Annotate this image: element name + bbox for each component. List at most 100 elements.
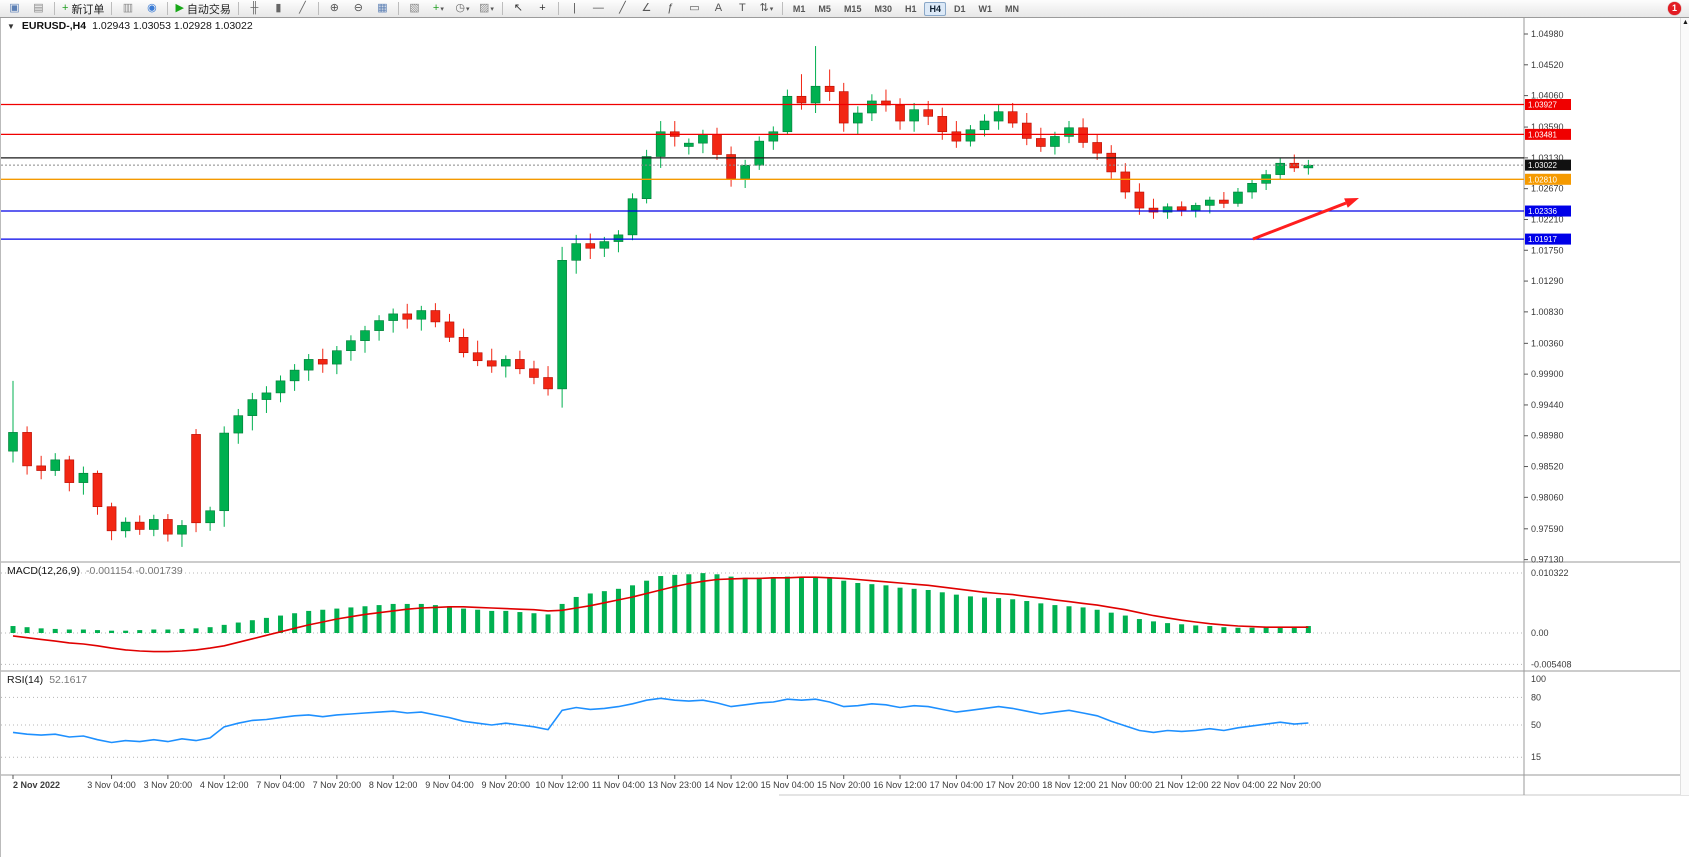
candle — [571, 243, 582, 261]
candle — [599, 241, 610, 249]
macd-histogram-bar — [658, 576, 664, 633]
line-chart-button[interactable]: ╱ — [291, 0, 314, 17]
new-chart-button[interactable]: ▣ — [3, 0, 26, 17]
timeframe-w1-button[interactable]: W1 — [978, 3, 993, 14]
profiles-button[interactable]: ▤ — [27, 0, 50, 17]
timeframe-m15-button[interactable]: M15 — [843, 3, 862, 14]
price-tag-label: 1.01917 — [1528, 235, 1557, 244]
support-button[interactable]: ◉ — [140, 0, 163, 17]
candle — [824, 85, 835, 92]
candle — [374, 320, 384, 331]
periods-button[interactable]: ◷ ▾ — [451, 0, 474, 17]
timeframe-m1-button[interactable]: M1 — [792, 3, 806, 14]
dropdown-caret-icon[interactable]: ▾ — [769, 5, 774, 13]
candle — [317, 359, 328, 365]
time-axis-label: 10 Nov 12:00 — [535, 780, 589, 790]
candle — [641, 156, 652, 200]
horizontal-line-icon: — — [592, 2, 604, 14]
macd-histogram-bar — [348, 607, 354, 633]
candle — [613, 234, 624, 242]
candle — [726, 154, 736, 179]
vertical-scrollbar[interactable]: ▲ — [1680, 17, 1689, 795]
zoom-in-button[interactable]: ⊕ — [323, 0, 346, 17]
timeframe-m30-button[interactable]: M30 — [874, 3, 892, 14]
text-label-button[interactable]: T — [731, 0, 754, 17]
timeframe-h4-button[interactable]: H4 — [924, 1, 946, 16]
trendline-button[interactable]: ╱ — [611, 0, 634, 17]
candle — [275, 380, 286, 394]
candle — [416, 310, 427, 320]
channel-button[interactable]: ∠ — [635, 0, 658, 17]
price-axis-label: 1.04060 — [1531, 91, 1564, 101]
macd-axis-label: 0.010322 — [1531, 568, 1569, 578]
chart-window-button[interactable]: ▥ — [116, 0, 139, 17]
tile-windows-button[interactable]: ▦ — [371, 0, 394, 17]
candle — [1233, 191, 1243, 204]
candle — [1007, 111, 1018, 124]
crosshair-button[interactable]: + — [531, 0, 554, 17]
macd-histogram-bar — [897, 587, 903, 633]
time-axis-label: 17 Nov 20:00 — [986, 780, 1040, 790]
new-order-button[interactable]: + 新订单 — [59, 0, 107, 17]
price-axis-label: 0.98980 — [1531, 431, 1564, 441]
periods-icon: ◷ — [455, 2, 465, 14]
macd-histogram-bar — [953, 594, 959, 633]
text-button[interactable]: A — [707, 0, 730, 17]
candle — [247, 399, 258, 416]
autotrading-button[interactable]: ▶ 自动交易 — [172, 0, 233, 17]
candle — [1092, 142, 1102, 154]
chart-canvas[interactable]: 1.04980 1.04520 1.04060 1.03590 1.03130 1.026… — [1, 17, 1689, 857]
macd-histogram-bar — [24, 627, 30, 633]
time-axis-label: 22 Nov 20:00 — [1268, 780, 1322, 790]
cursor-button[interactable]: ↖ — [507, 0, 530, 17]
templates-icon: ▨ — [478, 2, 490, 14]
macd-header: MACD(12,26,9) -0.001154 -0.001739 — [7, 565, 183, 577]
horizontal-line-button[interactable]: — — [587, 0, 610, 17]
timeframe-mn-button[interactable]: MN — [1005, 3, 1020, 14]
macd-histogram-bar — [334, 608, 340, 633]
price-axis-label: 0.98520 — [1531, 462, 1564, 472]
candle — [684, 142, 694, 147]
indicators-button[interactable]: + ▾ — [427, 0, 450, 17]
timeframe-d1-button[interactable]: D1 — [954, 3, 966, 14]
shapes-button[interactable]: ▭ — [683, 0, 706, 17]
zoom-out-button[interactable]: ⊖ — [347, 0, 370, 17]
templates-button[interactable]: ▨ ▾ — [475, 0, 498, 17]
arrows-tool-button[interactable]: ⇅ ▾ — [755, 0, 778, 17]
timeframe-m5-button[interactable]: M5 — [818, 3, 831, 14]
dropdown-caret-icon[interactable]: ▾ — [465, 5, 470, 13]
scroll-up-icon[interactable]: ▲ — [1682, 19, 1689, 26]
candle — [303, 359, 314, 371]
toolbar-separator — [237, 2, 239, 15]
zoom-in-icon: ⊕ — [329, 2, 340, 14]
candle — [698, 134, 708, 144]
candle — [838, 91, 849, 124]
macd-signal-line — [12, 576, 1309, 653]
fibonacci-button[interactable]: ƒ — [659, 0, 682, 17]
candle — [1050, 136, 1060, 147]
notification-badge[interactable]: 1 — [1668, 2, 1681, 15]
arrow-annotation[interactable] — [1252, 201, 1347, 241]
candle — [1021, 122, 1032, 139]
bar-chart-button[interactable]: ╫ — [243, 0, 266, 17]
macd-histogram-bar — [80, 629, 86, 633]
macd-histogram-bar — [1136, 619, 1142, 633]
macd-histogram-bar — [123, 630, 129, 633]
candlestick-chart-button[interactable]: ▮ — [267, 0, 290, 17]
candle — [1162, 206, 1173, 213]
dropdown-caret-icon[interactable]: ▾ — [440, 5, 444, 13]
dropdown-caret-icon[interactable]: ▾ — [490, 5, 494, 13]
timeframe-h1-button[interactable]: H1 — [904, 3, 917, 14]
time-axis-label: 21 Nov 12:00 — [1155, 780, 1209, 790]
vertical-line-button[interactable]: | — [563, 0, 586, 17]
macd-histogram-bar — [700, 573, 706, 633]
toolbar-separator — [111, 2, 113, 15]
macd-histogram-bar — [1052, 605, 1058, 633]
macd-histogram-bar — [66, 629, 72, 633]
macd-histogram-bar — [94, 630, 100, 633]
text-icon: A — [714, 2, 723, 14]
price-axis-label: 1.00360 — [1531, 338, 1564, 348]
new-window-button[interactable]: ▧ — [403, 0, 426, 17]
price-axis-label: 1.01290 — [1531, 276, 1564, 286]
collapse-icon[interactable]: ▼ — [7, 21, 15, 31]
